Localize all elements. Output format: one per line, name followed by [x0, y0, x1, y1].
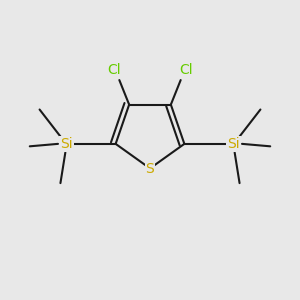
Text: Si: Si	[60, 137, 73, 151]
Text: S: S	[146, 162, 154, 176]
Text: Si: Si	[227, 137, 240, 151]
Text: Cl: Cl	[108, 63, 121, 77]
Text: Cl: Cl	[179, 63, 192, 77]
